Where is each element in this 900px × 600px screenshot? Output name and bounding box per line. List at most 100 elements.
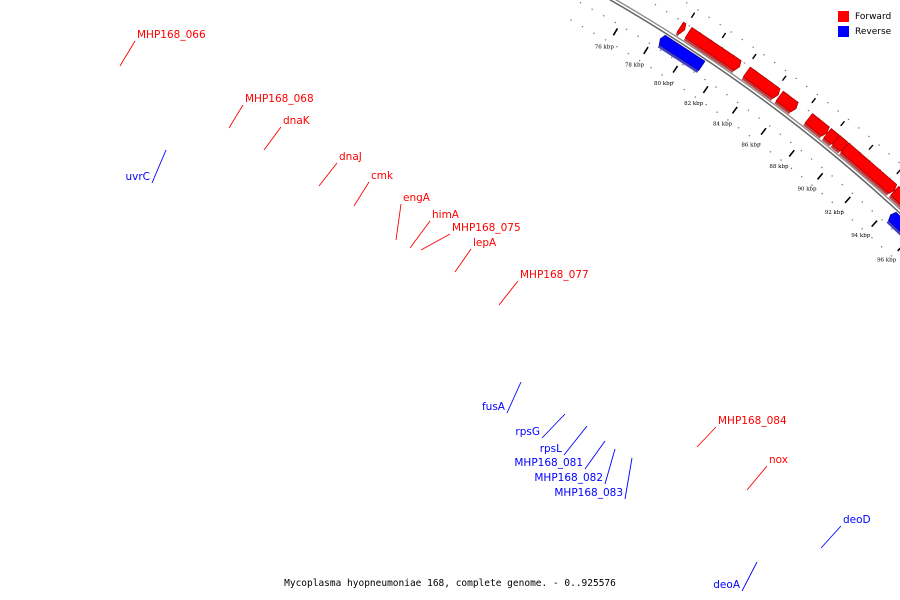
leader-line — [263, 126, 282, 151]
leader-line — [604, 448, 616, 485]
tick-label: 76 kbp — [595, 44, 615, 50]
gene-shadow — [839, 152, 889, 196]
gene-label: MHP168_081 — [514, 457, 583, 469]
gene-label: uvrC — [125, 171, 150, 183]
tick-mark — [788, 149, 795, 157]
gene-label: MHP168_066 — [137, 29, 206, 41]
legend-reverse-label: Reverse — [855, 26, 892, 37]
leader-line — [584, 440, 606, 470]
leader-line — [820, 525, 842, 549]
tick-mark-outer — [781, 75, 787, 82]
leader-line — [353, 181, 370, 207]
leader-line — [624, 457, 633, 500]
tick-mark — [897, 247, 900, 252]
legend-forward-swatch — [838, 11, 849, 22]
gene-label: engA — [403, 192, 431, 204]
gene-label: cmk — [371, 170, 394, 182]
leader-line — [506, 381, 522, 414]
tick-mark — [672, 65, 679, 74]
tick-label: 88 kbp — [769, 164, 789, 170]
gene-shadow — [886, 220, 900, 236]
gene-shadow — [741, 76, 773, 101]
gene-label: rpsL — [540, 443, 562, 455]
dotted-guide-tracks — [569, 0, 900, 266]
leader-line — [228, 104, 244, 129]
leader-line — [119, 40, 136, 67]
backbone-line-inner — [608, 0, 900, 215]
gene-label: lepA — [473, 237, 497, 249]
gene-label: MHP168_077 — [520, 269, 589, 281]
gene-cmk[interactable] — [775, 90, 799, 113]
leader-line — [409, 220, 431, 249]
leader-line — [454, 248, 472, 273]
tick-label: 86 kbp — [741, 142, 761, 148]
gene-mhp168-068[interactable] — [676, 21, 687, 35]
gene-fusa[interactable] — [888, 211, 900, 255]
tick-mark — [871, 220, 878, 228]
tick-mark-outer — [896, 169, 900, 175]
tick-mark — [844, 196, 851, 204]
leader-line — [541, 413, 566, 439]
leader-line — [420, 233, 451, 251]
gene-shadow — [683, 37, 735, 73]
gene-enga[interactable] — [804, 113, 830, 137]
dotted-track — [569, 19, 900, 266]
tick-label: 82 kbp — [684, 101, 704, 107]
tick-mark — [731, 106, 738, 114]
gene-label: MHP168_084 — [718, 415, 787, 427]
gene-mhp168-077[interactable] — [890, 186, 900, 213]
gene-label: nox — [769, 454, 788, 466]
gene-label: rpsG — [515, 426, 540, 438]
tick-label: 94 kbp — [851, 233, 871, 239]
legend-reverse-swatch — [838, 26, 849, 37]
gene-label: himA — [432, 209, 460, 221]
tick-mark-outer — [752, 53, 757, 60]
strand-legend: Forward Reverse — [838, 9, 891, 39]
leader-line — [741, 561, 758, 592]
tick-label: 80 kbp — [654, 81, 674, 87]
tick-label: 90 kbp — [797, 187, 817, 193]
gene-dnak[interactable] — [684, 27, 742, 71]
legend-forward-label: Forward — [855, 11, 892, 22]
gene-uvrc[interactable] — [658, 34, 706, 71]
gene-shadow — [774, 100, 791, 115]
legend-reverse: Reverse — [838, 24, 891, 39]
leader-line — [563, 425, 588, 456]
leader-line — [318, 162, 338, 187]
gene-lepa[interactable] — [840, 142, 898, 194]
tick-label: 78 kbp — [625, 63, 645, 69]
gene-shadow — [657, 44, 699, 73]
map-caption: Mycoplasma hyopneumoniae 168, complete g… — [284, 578, 616, 589]
dotted-track — [579, 1, 900, 238]
tick-mark-outer — [690, 12, 696, 19]
gene-label: dnaJ — [339, 151, 362, 163]
gene-shadow — [803, 123, 822, 139]
tick-label: 92 kbp — [825, 210, 845, 216]
gene-label: MHP168_083 — [554, 487, 623, 499]
legend-forward: Forward — [838, 9, 891, 24]
tick-mark — [702, 85, 709, 94]
gene-label: deoD — [843, 514, 871, 526]
gene-dnaj[interactable] — [742, 66, 781, 99]
leader-line — [696, 426, 717, 448]
gene-shadow — [821, 137, 832, 147]
tick-mark-outer — [721, 32, 727, 39]
tick-mark-outer — [811, 97, 817, 104]
genome-backbone — [608, 0, 900, 215]
gene-labels: MHP168_066MHP168_068dnaKdnaJcmkengAhimAM… — [119, 29, 871, 592]
tick-label: 84 kbp — [713, 121, 733, 127]
gene-shadow — [888, 195, 900, 208]
tick-mark-outer — [868, 144, 874, 151]
leader-line — [498, 280, 519, 306]
dotted-track — [680, 0, 900, 165]
leader-line — [395, 203, 402, 241]
gene-label: deoA — [713, 579, 741, 591]
tick-mark — [612, 28, 619, 36]
tick-label: 96 kbp — [877, 257, 897, 263]
gene-label: MHP168_075 — [452, 222, 521, 234]
leader-line — [151, 149, 167, 184]
gene-label: MHP168_082 — [534, 472, 603, 484]
tick-mark — [816, 172, 824, 180]
gene-label: fusA — [482, 401, 506, 413]
